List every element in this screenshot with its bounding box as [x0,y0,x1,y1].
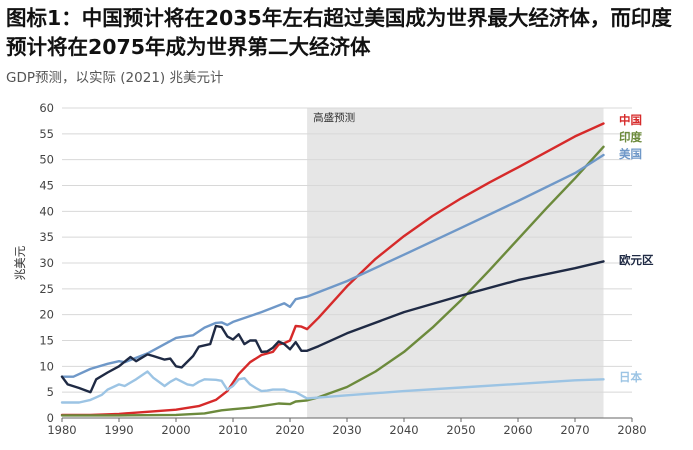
x-tick-label-1980: 1980 [47,423,76,437]
series-line-2 [60,153,605,378]
y-tick-label-10: 10 [39,359,54,373]
y-tick-label-20: 20 [39,308,54,322]
series-line-4 [60,370,605,404]
series-label-3: 欧元区 [619,253,654,267]
y-tick-label-50: 50 [39,153,54,167]
x-tick-label-2060: 2060 [503,423,532,437]
series-line-1 [60,145,605,417]
x-tick-label-2080: 2080 [617,423,646,437]
x-tick-label-2000: 2000 [161,423,190,437]
y-axis-label: 兆美元 [13,245,27,280]
grid-lines [62,107,632,393]
chart-subtitle: GDP预测，以实际 (2021) 兆美元计 [6,70,224,86]
y-tick-label-55: 55 [39,127,54,141]
series-label-4: 日本 [619,370,642,384]
series-line-3 [60,260,605,394]
series-label-2: 美国 [619,147,642,161]
x-tick-label-1990: 1990 [104,423,133,437]
y-tick-label-45: 45 [39,179,54,193]
y-tick-label-35: 35 [39,230,54,244]
y-tick-label-40: 40 [39,204,54,218]
series-line-0 [60,122,605,417]
y-tick-label-0: 0 [47,411,54,425]
y-tick-label-5: 5 [47,385,54,399]
series-lines [60,122,605,417]
x-tick-label-2050: 2050 [446,423,475,437]
x-tick-label-2010: 2010 [218,423,247,437]
x-tick-label-2020: 2020 [275,423,304,437]
chart-title: 图标1：中国预计将在2035年左右超过美国成为世界最大经济体，而印度预计将在20… [6,6,672,59]
y-tick-label-15: 15 [39,334,54,348]
y-tick-label-30: 30 [39,256,54,270]
y-tick-label-25: 25 [39,282,54,296]
series-label-0: 中国 [619,113,642,127]
y-tick-label-60: 60 [39,101,54,115]
axes: 0 5 10 15 20 25 30 35 40 45 50 55 60 1980 1990 2000 2010… [13,101,647,437]
series-label-1: 印度 [619,130,642,144]
x-tick-label-2030: 2030 [332,423,361,437]
x-tick-label-2040: 2040 [389,423,418,437]
x-tick-label-2070: 2070 [560,423,589,437]
forecast-label: 高盛预测 [313,111,355,124]
